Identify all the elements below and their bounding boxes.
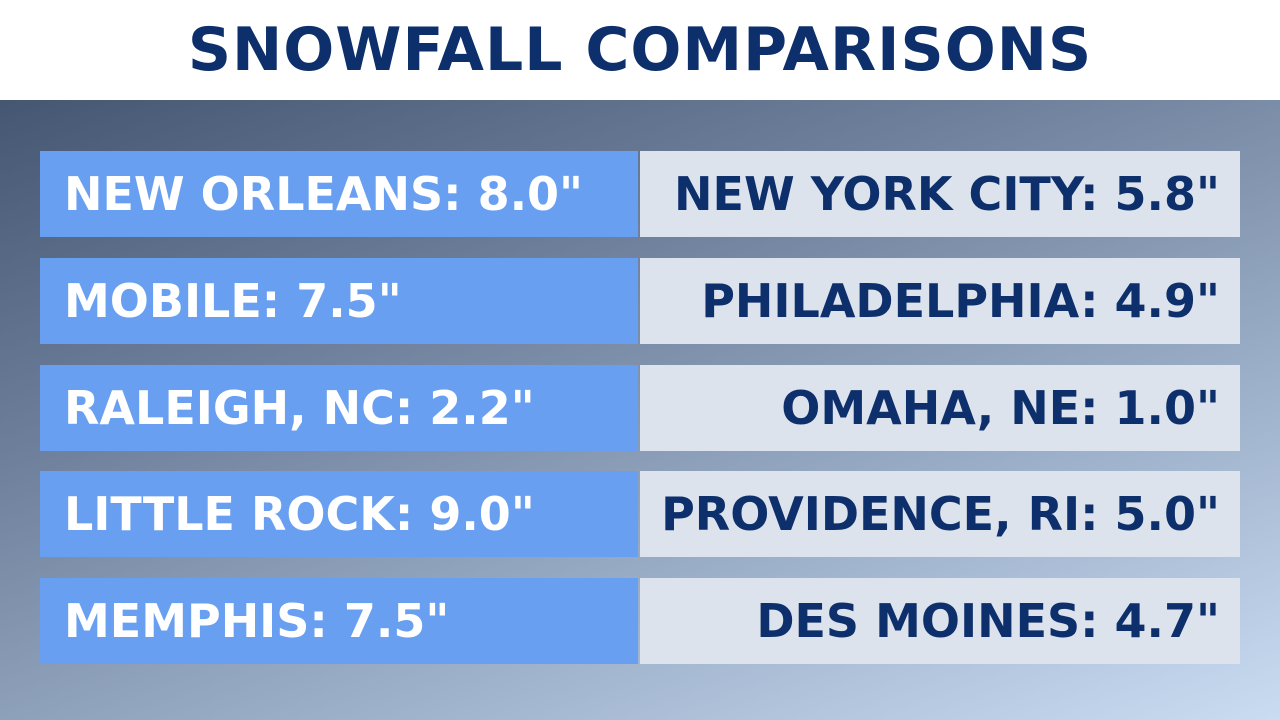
right-city-cell: PROVIDENCE, RI: 5.0" xyxy=(640,471,1240,558)
title-bar: SNOWFALL COMPARISONS xyxy=(0,0,1280,100)
right-city-cell: PHILADELPHIA: 4.9" xyxy=(640,257,1240,344)
left-city-cell: LITTLE ROCK: 9.0" xyxy=(40,471,638,558)
left-city-cell: NEW ORLEANS: 8.0" xyxy=(40,151,638,237)
right-city-cell: DES MOINES: 4.7" xyxy=(640,578,1240,664)
title: SNOWFALL COMPARISONS xyxy=(187,15,1093,85)
left-city-cell: RALEIGH, NC: 2.2" xyxy=(40,364,638,451)
right-city-cell: OMAHA, NE: 1.0" xyxy=(640,364,1240,451)
right-city-cell: NEW YORK CITY: 5.8" xyxy=(640,151,1240,237)
left-city-cell: MOBILE: 7.5" xyxy=(40,257,638,344)
left-city-cell: MEMPHIS: 7.5" xyxy=(40,578,638,664)
